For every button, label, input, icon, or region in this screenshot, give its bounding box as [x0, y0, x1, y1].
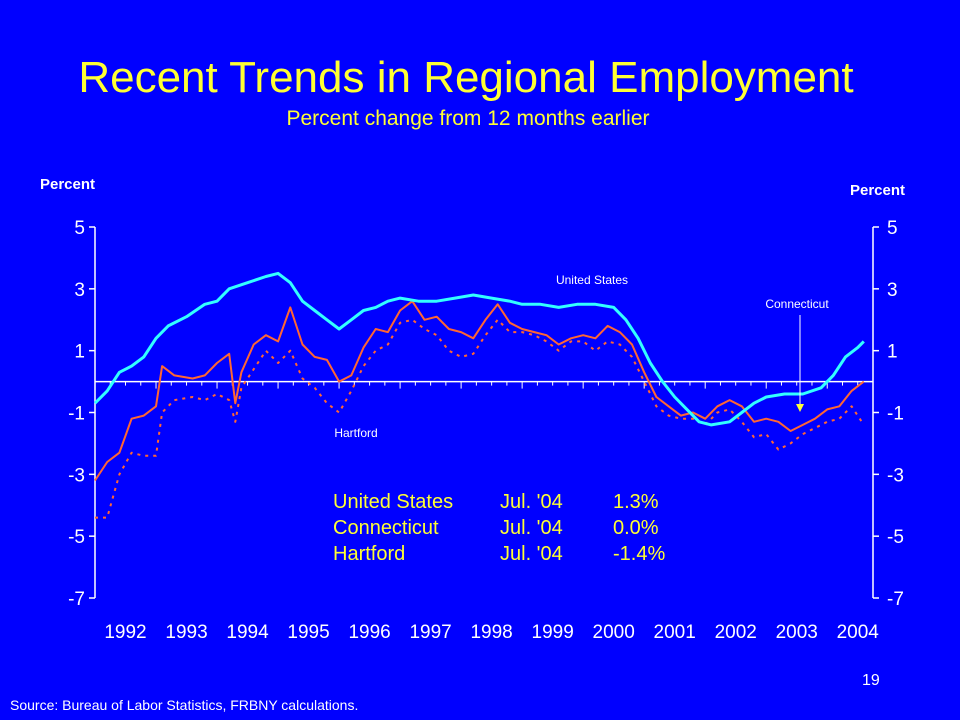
right-y-tick-label: -3 [887, 465, 904, 486]
x-tick-label: 1998 [470, 622, 512, 643]
table-value: 1.3% [613, 491, 659, 513]
left-y-tick-label: 1 [74, 342, 85, 363]
annotation-connecticut: Connecticut [765, 297, 829, 311]
series-line-united-states [93, 271, 865, 427]
x-tick-label: 1992 [104, 622, 146, 643]
x-tick-label: 2004 [837, 622, 880, 643]
table-series-name: Hartford [333, 543, 405, 565]
slide-title: Recent Trends in Regional Employment [78, 53, 854, 102]
annotation-hartford: Hartford [334, 426, 377, 440]
left-y-tick-label: -5 [68, 527, 85, 548]
source-note: Source: Bureau of Labor Statistics, FRBN… [10, 697, 359, 713]
x-tick-label: 1996 [348, 622, 390, 643]
table-date: Jul. '04 [500, 491, 563, 513]
x-tick-label: 2003 [776, 622, 818, 643]
page-number: 19 [862, 672, 880, 689]
left-y-tick-label: -1 [68, 404, 85, 425]
x-tick-label: 1999 [532, 622, 574, 643]
left-y-tick-label: -7 [68, 589, 85, 610]
table-date: Jul. '04 [500, 517, 563, 539]
series-line-connecticut [94, 300, 865, 482]
right-y-tick-label: -1 [887, 404, 904, 425]
table-series-name: United States [333, 491, 453, 513]
right-y-tick-label: -5 [887, 527, 904, 548]
right-axis-title: Percent [850, 182, 906, 199]
x-tick-label: 1993 [165, 622, 207, 643]
left-y-tick-label: -3 [68, 465, 85, 486]
annotation-arrow-head [796, 404, 804, 412]
series-line-hartford [95, 318, 865, 519]
right-y-tick-label: -7 [887, 589, 904, 610]
x-tick-label: 2001 [654, 622, 696, 643]
right-y-tick-label: 3 [887, 280, 898, 301]
table-value: -1.4% [613, 543, 665, 565]
table-series-name: Connecticut [333, 517, 439, 539]
table-date: Jul. '04 [500, 543, 563, 565]
x-tick-label: 1994 [226, 622, 269, 643]
x-tick-label: 1995 [287, 622, 329, 643]
left-y-tick-label: 3 [74, 280, 85, 301]
right-y-tick-label: 5 [887, 218, 898, 239]
left-y-tick-label: 5 [74, 218, 85, 239]
right-y-tick-label: 1 [887, 342, 898, 363]
annotation-united-states: United States [556, 273, 628, 287]
table-value: 0.0% [613, 517, 659, 539]
slide-subtitle: Percent change from 12 months earlier [286, 107, 650, 130]
x-tick-label: 2000 [593, 622, 635, 643]
x-tick-label: 2002 [715, 622, 757, 643]
left-axis-title: Percent [40, 176, 96, 193]
x-tick-label: 1997 [409, 622, 451, 643]
